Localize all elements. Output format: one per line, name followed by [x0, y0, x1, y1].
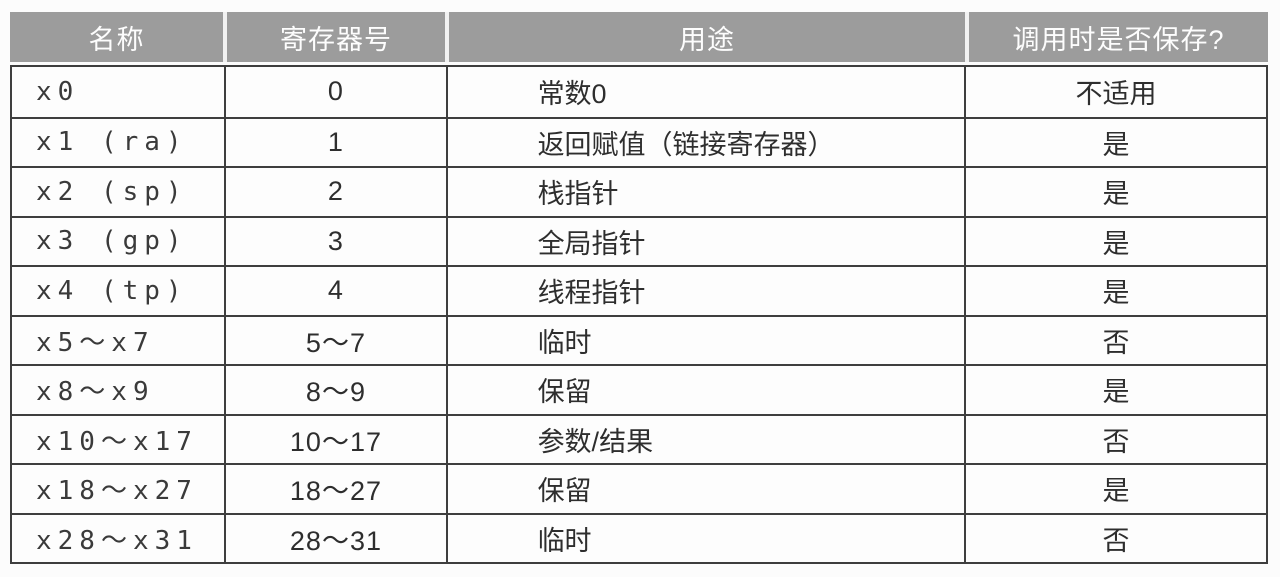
cell-usage: 返回赋值（链接寄存器） [445, 118, 965, 166]
cell-register-name: x18～x27 [36, 476, 198, 507]
cell-register-number: 4 [224, 267, 445, 315]
cell-register-name: x8～x9 [36, 377, 155, 408]
cell-register-number: 0 [224, 67, 445, 117]
cell-saved-on-call: 否 [964, 316, 1266, 364]
column-header-usage: 用途 [445, 12, 965, 62]
cell-saved-on-call: 不适用 [964, 67, 1266, 117]
table-row: x10～x17 10～17 参数/结果 否 [12, 413, 1266, 463]
table-row: x2 (sp) 2 栈指针 是 [12, 166, 1266, 216]
cell-register-number: 28～31 [224, 514, 445, 562]
cell-usage: 参数/结果 [445, 415, 965, 463]
cell-register-number: 18～27 [224, 465, 445, 513]
cell-usage: 栈指针 [445, 168, 965, 216]
cell-usage: 线程指针 [445, 267, 965, 315]
cell-usage: 全局指针 [445, 217, 965, 265]
cell-saved-on-call: 是 [964, 267, 1266, 315]
cell-register-name: x5～x7 [36, 327, 155, 358]
cell-usage: 常数0 [445, 67, 965, 117]
cell-usage: 临时 [445, 316, 965, 364]
cell-register-number: 10～17 [224, 415, 445, 463]
cell-saved-on-call: 否 [964, 514, 1266, 562]
cell-register-name: x0 [36, 76, 80, 107]
cell-usage: 保留 [445, 465, 965, 513]
table-row: x5～x7 5～7 临时 否 [12, 314, 1266, 364]
cell-saved-on-call: 是 [964, 217, 1266, 265]
cell-saved-on-call: 是 [964, 168, 1266, 216]
cell-register-name: x28～x31 [36, 525, 198, 556]
cell-register-name: x1 (ra) [36, 127, 188, 158]
column-header-saved-on-call: 调用时是否保存? [965, 12, 1268, 62]
table-row: x3 (gp) 3 全局指针 是 [12, 215, 1266, 265]
column-header-register-number: 寄存器号 [223, 12, 445, 62]
cell-register-name: x3 (gp) [36, 226, 188, 257]
cell-saved-on-call: 是 [964, 118, 1266, 166]
register-table: 名称 寄存器号 用途 调用时是否保存? x0 0 常数0 不适用 x1 (ra)… [10, 12, 1268, 564]
cell-register-number: 3 [224, 217, 445, 265]
cell-register-name: x2 (sp) [36, 176, 188, 207]
cell-usage: 保留 [445, 366, 965, 414]
table-row: x0 0 常数0 不适用 [12, 67, 1266, 117]
cell-register-name: x4 (tp) [36, 275, 188, 306]
table-row: x18～x27 18～27 保留 是 [12, 463, 1266, 513]
table-row: x1 (ra) 1 返回赋值（链接寄存器） 是 [12, 116, 1266, 166]
table-row: x28～x31 28～31 临时 否 [12, 512, 1266, 562]
table-header-row: 名称 寄存器号 用途 调用时是否保存? [10, 12, 1268, 62]
cell-saved-on-call: 是 [964, 366, 1266, 414]
cell-usage: 临时 [445, 514, 965, 562]
table-row: x8～x9 8～9 保留 是 [12, 364, 1266, 414]
cell-register-name: x10～x17 [36, 426, 198, 457]
cell-saved-on-call: 是 [964, 465, 1266, 513]
cell-register-number: 2 [224, 168, 445, 216]
cell-register-number: 5～7 [224, 316, 445, 364]
column-header-name: 名称 [88, 24, 145, 55]
table-body: x0 0 常数0 不适用 x1 (ra) 1 返回赋值（链接寄存器） 是 x2 … [10, 65, 1268, 564]
cell-register-number: 8～9 [224, 366, 445, 414]
table-row: x4 (tp) 4 线程指针 是 [12, 265, 1266, 315]
cell-saved-on-call: 否 [964, 415, 1266, 463]
cell-register-number: 1 [224, 118, 445, 166]
